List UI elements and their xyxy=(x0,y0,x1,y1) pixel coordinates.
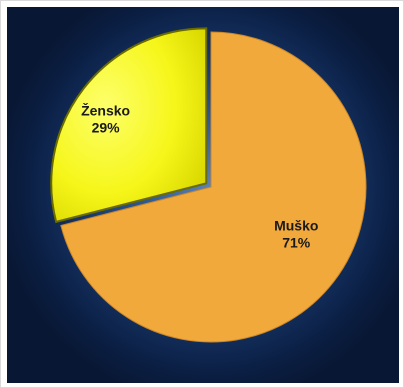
slice-value-label: 29% xyxy=(92,120,121,136)
slice-label-musko: Muško 71% xyxy=(274,217,318,250)
chart-background: Muško 71% Žensko 29% xyxy=(7,7,399,383)
slice-category-label: Muško xyxy=(274,217,318,233)
slice-value-label: 71% xyxy=(282,234,311,250)
pie-chart: Muško 71% Žensko 29% xyxy=(50,27,367,343)
slice-category-label: Žensko xyxy=(81,102,130,119)
pie-slice-zensko xyxy=(50,27,208,224)
pie-slice-musko xyxy=(60,31,367,343)
slice-label-zensko: Žensko 29% xyxy=(81,102,130,136)
